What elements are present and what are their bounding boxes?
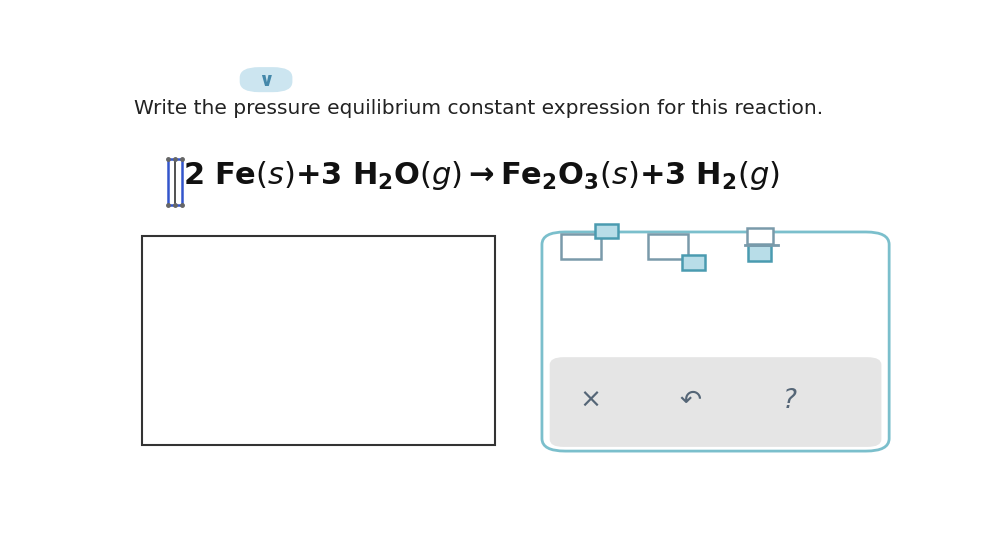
Text: Write the pressure equilibrium constant expression for this reaction.: Write the pressure equilibrium constant … <box>134 99 823 118</box>
Text: ×: × <box>579 388 601 414</box>
FancyBboxPatch shape <box>240 67 292 92</box>
Text: $\mathbf{2\ Fe}(s)\mathbf{+3\ H_2O}(g)\mathbf{\rightarrow Fe_2O_3}(s)\mathbf{+3\: $\mathbf{2\ Fe}(s)\mathbf{+3\ H_2O}(g)\m… <box>183 159 780 192</box>
Text: ∨: ∨ <box>258 71 274 90</box>
Bar <box>682 255 705 269</box>
Bar <box>168 159 182 205</box>
Bar <box>595 224 618 238</box>
Bar <box>747 228 773 244</box>
Bar <box>561 234 601 259</box>
Bar <box>142 236 495 445</box>
Bar <box>648 234 688 259</box>
FancyBboxPatch shape <box>542 232 889 451</box>
Bar <box>748 246 771 261</box>
Text: ?: ? <box>783 388 797 414</box>
Text: ↶: ↶ <box>680 388 702 414</box>
FancyBboxPatch shape <box>550 357 881 447</box>
